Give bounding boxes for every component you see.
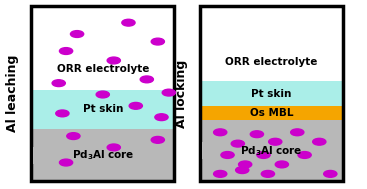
Bar: [200, 6, 343, 81]
Bar: [31, 6, 174, 90]
Text: $\mathbf{Pd_3Al\ core}$: $\mathbf{Pd_3Al\ core}$: [240, 144, 303, 158]
Circle shape: [275, 161, 288, 168]
Circle shape: [96, 91, 109, 98]
Circle shape: [236, 167, 249, 174]
Text: Pd$_3$Al core: Pd$_3$Al core: [72, 148, 134, 162]
Circle shape: [59, 159, 73, 166]
Bar: [31, 90, 174, 129]
Circle shape: [70, 31, 84, 37]
Bar: [31, 129, 174, 181]
Circle shape: [261, 170, 275, 177]
Circle shape: [151, 136, 164, 143]
Circle shape: [313, 138, 326, 145]
Circle shape: [250, 131, 264, 138]
Bar: [202, 142, 341, 159]
Circle shape: [214, 129, 227, 136]
Bar: [200, 106, 343, 120]
Text: ORR electrolyte: ORR electrolyte: [225, 57, 318, 67]
Circle shape: [162, 89, 175, 96]
Text: $\mathbf{Pd_3Al\ core}$: $\mathbf{Pd_3Al\ core}$: [72, 148, 134, 162]
Text: ORR electrolyte: ORR electrolyte: [57, 64, 149, 74]
Circle shape: [140, 76, 153, 83]
Circle shape: [52, 80, 65, 87]
Circle shape: [291, 129, 304, 136]
Circle shape: [56, 110, 69, 117]
Bar: [200, 6, 343, 181]
Bar: [200, 120, 343, 181]
Circle shape: [257, 152, 270, 158]
Circle shape: [239, 161, 252, 168]
Text: Os MBL: Os MBL: [250, 108, 293, 118]
Circle shape: [151, 38, 164, 45]
Circle shape: [221, 152, 234, 158]
Text: Al locking: Al locking: [175, 59, 188, 128]
Circle shape: [231, 140, 244, 147]
Circle shape: [298, 152, 311, 158]
Text: Pt skin: Pt skin: [251, 89, 292, 98]
Circle shape: [67, 133, 80, 139]
Bar: [31, 6, 174, 181]
Circle shape: [324, 170, 337, 177]
Circle shape: [59, 48, 73, 54]
Bar: [33, 147, 172, 163]
Text: Pd$_3$Al core: Pd$_3$Al core: [240, 144, 303, 158]
Circle shape: [214, 170, 227, 177]
Circle shape: [122, 19, 135, 26]
Text: Al leaching: Al leaching: [6, 55, 19, 132]
Circle shape: [155, 114, 168, 121]
Circle shape: [129, 102, 142, 109]
Bar: [200, 81, 343, 106]
Circle shape: [107, 144, 120, 151]
Circle shape: [269, 138, 282, 145]
Circle shape: [107, 57, 120, 64]
Text: Pt skin: Pt skin: [83, 104, 123, 114]
